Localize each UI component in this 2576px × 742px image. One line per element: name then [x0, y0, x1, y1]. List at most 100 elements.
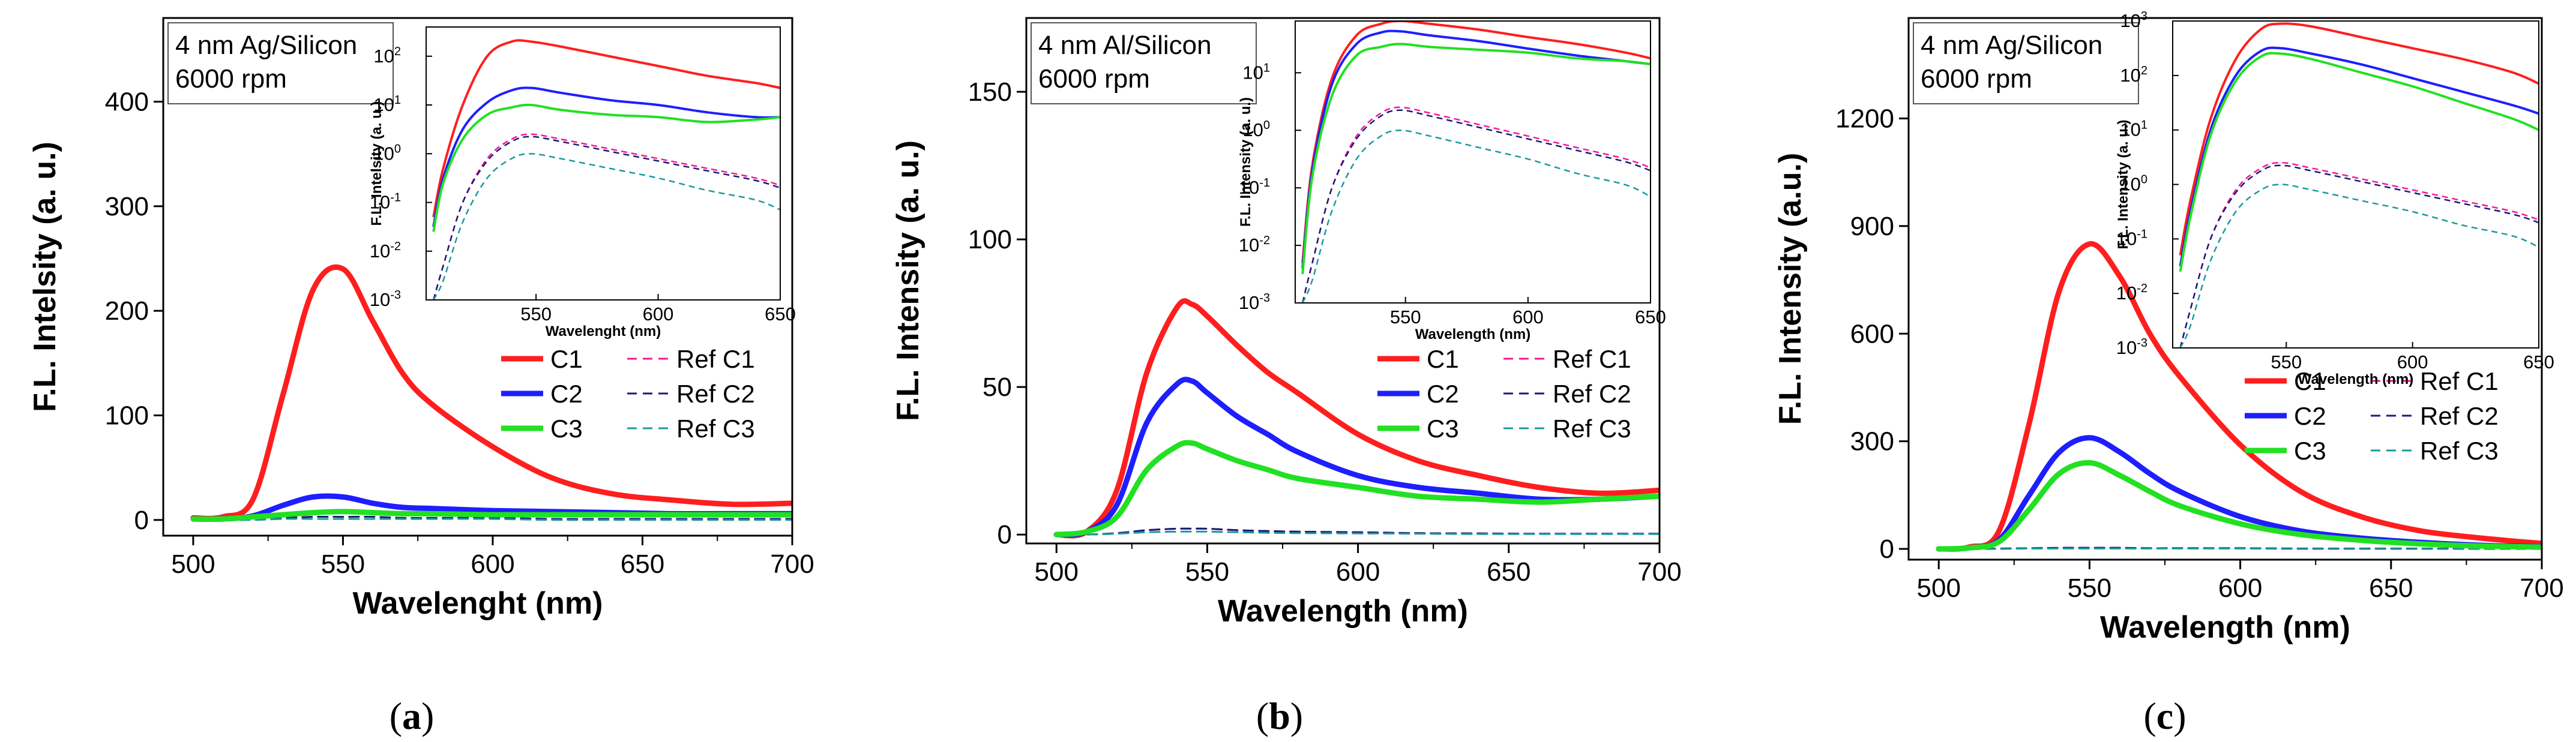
legend-label-c3: C3 [2294, 437, 2326, 465]
inset-y-tick-label: 10-3 [1239, 292, 1270, 313]
legend: C1 Ref C1 C2 Ref C2 C3 Ref C3 [2245, 367, 2499, 465]
inset-y-tick-base: 10 [2120, 10, 2140, 31]
legend-label-ref-c3: Ref C3 [1553, 414, 1631, 443]
x-axis-title: Wavelength (nm) [1218, 594, 1468, 629]
x-tick-label: 500 [171, 549, 215, 579]
inset-y-tick-label: 10-3 [370, 289, 401, 310]
series-group [1936, 241, 2542, 552]
legend-label-c1: C1 [2294, 367, 2326, 395]
inset-y-tick-label: 102 [2120, 64, 2147, 86]
inset-y-tick-exp: 1 [394, 94, 401, 107]
inset-x-tick-label: 650 [1635, 307, 1666, 328]
annotation-line: 6000 rpm [1038, 64, 1150, 94]
x-tick-label: 650 [621, 549, 664, 579]
annotation-line: 6000 rpm [175, 64, 287, 94]
inset-chart: 550 600 65010-310-210-1100101102103Wavelen… [2115, 10, 2554, 387]
series-line-ref-c3 [1055, 530, 1660, 536]
annotation-frame [167, 22, 394, 104]
series-group [1053, 298, 1660, 539]
x-tick-label: 500 [1917, 573, 1961, 603]
legend-label-c3: C3 [1427, 414, 1459, 443]
inset-series-line-c2 [2179, 46, 2539, 267]
y-axis-title: F.L. Intensity (a.u.) [1773, 153, 1808, 425]
inset-y-tick-label: 10-3 [2116, 337, 2147, 358]
inset-y-tick-exp: 3 [2141, 10, 2147, 23]
y-tick-label: 600 [1850, 319, 1894, 349]
y-tick-label: 300 [1850, 427, 1894, 456]
inset-series-line-c2 [1301, 29, 1651, 269]
legend-label-ref-c1: Ref C1 [1553, 345, 1631, 373]
series-line-ref-c3 [192, 518, 792, 521]
annotation-frame [1031, 22, 1257, 104]
x-tick-label: 550 [321, 549, 365, 579]
inset-y-axis-title: F.L. Intensity (a. u.) [2115, 119, 2131, 249]
caption-close: ) [1290, 695, 1303, 737]
inset-series-line-c1 [2179, 22, 2539, 256]
inset-frame [1295, 20, 1651, 304]
inset-series-line-ref-c3 [2179, 184, 2539, 348]
inset-series-line-ref-c3 [433, 153, 780, 300]
inset-y-axis-title: F.L. Intensity (a. u.) [1238, 97, 1254, 227]
panel-caption: (c) [2143, 695, 2186, 737]
inset-x-axis-title: Wavelenght (nm) [546, 323, 661, 340]
inset-y-tick-exp: -1 [1259, 176, 1270, 190]
x-tick-label: 700 [770, 549, 814, 579]
inset-background [2173, 21, 2539, 348]
legend-label-ref-c3: Ref C3 [2420, 437, 2499, 465]
caption-open: ( [390, 695, 402, 737]
x-tick-label: 550 [2068, 573, 2111, 603]
y-tick-label: 1200 [1835, 104, 1894, 133]
x-tick-label: 700 [1637, 557, 1681, 587]
legend-label-c2: C2 [1427, 380, 1459, 408]
y-axis-title: F.L. Intelsity (a. u.) [28, 142, 62, 412]
y-tick-label: 50 [983, 372, 1012, 402]
inset-series-line-ref-c1 [1301, 106, 1651, 303]
inset-y-tick-label: 100 [373, 142, 401, 164]
inset-y-tick-base: 10 [370, 289, 390, 310]
inset-x-tick-label: 650 [765, 304, 796, 325]
inset-y-tick-base: 10 [2116, 283, 2137, 304]
series-line-c3 [190, 509, 792, 522]
x-tick-label: 500 [1035, 557, 1079, 587]
y-tick-label: 0 [134, 506, 149, 535]
annotation-box: 4 nm Al/Silicon 6000 rpm [1031, 22, 1257, 104]
legend-label-c3: C3 [550, 414, 583, 443]
inset-y-tick-label: 10-2 [2116, 282, 2147, 304]
inset-x-tick-label: 550 [1390, 307, 1421, 328]
chart-panel-c: 500 550 600 650 700 0 300 600 900 1200 Wavelength … [1773, 10, 2564, 737]
y-tick-label: 200 [105, 296, 149, 326]
inset-series-group [432, 39, 780, 300]
inset-x-tick-label: 650 [2523, 352, 2554, 372]
inset-series-group [2179, 22, 2539, 348]
inset-y-tick-label: 102 [373, 45, 401, 67]
inset-series-line-c3 [432, 103, 780, 232]
inset-series-line-c3 [2179, 52, 2539, 272]
plot-frame [162, 17, 793, 537]
caption-close: ) [2173, 695, 2186, 737]
y-tick-label: 900 [1850, 212, 1894, 241]
inset-x-axis-title: Wavelength (nm) [1415, 326, 1530, 343]
series-line-c1 [190, 264, 792, 521]
series-line-c2 [1053, 377, 1660, 538]
series-line-c3 [1053, 440, 1660, 537]
legend-label-ref-c3: Ref C3 [676, 414, 755, 443]
inset-background [1295, 21, 1651, 303]
x-tick-label: 700 [2520, 573, 2563, 603]
inset-series-line-ref-c2 [432, 136, 780, 300]
legend-label-c2: C2 [550, 380, 583, 408]
inset-y-tick-exp: -2 [2137, 282, 2147, 295]
inset-y-tick-base: 10 [1239, 235, 1259, 256]
inset-y-tick-label: 100 [2120, 173, 2147, 195]
inset-x-tick-label: 600 [2397, 352, 2428, 372]
legend-label-ref-c2: Ref C2 [676, 380, 755, 408]
caption-letter: a [402, 695, 421, 737]
inset-y-tick-label: 103 [2120, 10, 2147, 31]
inset-x-tick-label: 600 [643, 304, 674, 325]
inset-series-line-c1 [432, 39, 780, 218]
inset-y-tick-exp: 0 [394, 142, 401, 155]
x-tick-label: 600 [1336, 557, 1380, 587]
inset-frame [426, 26, 781, 301]
legend-label-c2: C2 [2294, 402, 2326, 430]
